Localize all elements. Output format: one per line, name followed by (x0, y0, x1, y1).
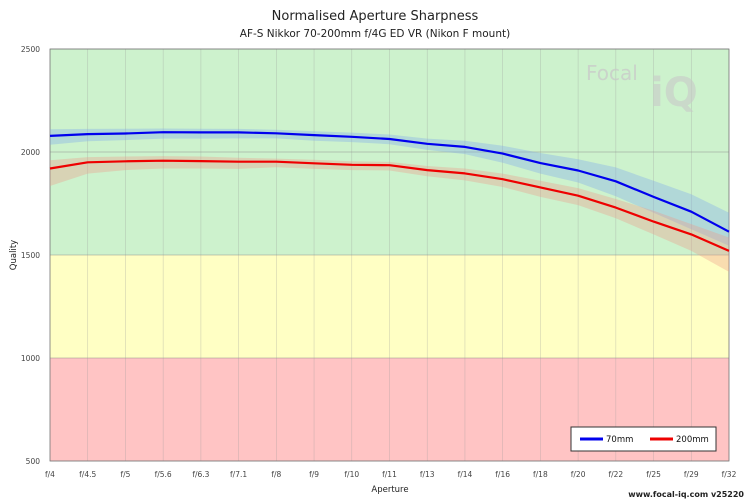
x-tick-3: f/5.6 (155, 470, 172, 479)
x-tick-12: f/16 (495, 470, 510, 479)
plot-frame (49, 48, 730, 462)
x-tick-labels: f/4 f/4.5 f/5 f/5.6 f/6.3 f/7.1 f/8 f/9 f/10 f/11… (45, 470, 737, 479)
x-axis-label: Aperture (371, 485, 408, 495)
series-lines (49, 131, 730, 252)
focal-iq-watermark: Focal iQ (586, 61, 698, 116)
x-tick-0: f/4 (45, 470, 55, 479)
series-confidence-bands (50, 128, 729, 272)
series-line-200mm (49, 159, 730, 252)
y-tick-1500: 1500 (21, 251, 40, 260)
x-tick-2: f/5 (120, 470, 130, 479)
footer-text: www.focal-iq.com v25220 (628, 490, 744, 499)
x-tick-5: f/7.1 (230, 470, 247, 479)
series-line-70mm (49, 131, 730, 233)
series-band-200mm (50, 156, 729, 272)
chart-subtitle: AF-S Nikkor 70-200mm f/4G ED VR (Nikon F… (240, 28, 510, 40)
x-tick-14: f/20 (571, 470, 586, 479)
x-tick-4: f/6.3 (192, 470, 209, 479)
y-tick-2500: 2500 (21, 45, 40, 54)
x-tick-18: f/32 (722, 470, 737, 479)
grid (49, 48, 730, 462)
x-tick-1: f/4.5 (79, 470, 96, 479)
y-tick-labels: 500 1000 1500 2000 2500 (21, 45, 40, 466)
chart-title: Normalised Aperture Sharpness (272, 9, 479, 24)
watermark-word-focal: Focal (586, 61, 638, 85)
x-tick-16: f/25 (646, 470, 661, 479)
x-tick-9: f/11 (382, 470, 397, 479)
x-tick-13: f/18 (533, 470, 548, 479)
y-axis-label: Quality (9, 240, 19, 270)
y-tick-2000: 2000 (21, 148, 40, 157)
x-tick-15: f/22 (608, 470, 623, 479)
legend: 70mm 200mm (570, 426, 717, 452)
x-tick-17: f/29 (684, 470, 699, 479)
x-tick-6: f/8 (271, 470, 281, 479)
legend-label-200mm: 200mm (676, 435, 709, 445)
x-tick-8: f/10 (344, 470, 359, 479)
watermark-word-iq: iQ (650, 70, 698, 116)
legend-label-70mm: 70mm (606, 435, 633, 445)
quality-band-1 (50, 255, 729, 358)
x-tick-7: f/9 (309, 470, 319, 479)
series-band-70mm (50, 128, 729, 246)
x-tick-10: f/13 (420, 470, 435, 479)
x-tick-11: f/14 (458, 470, 473, 479)
y-tick-500: 500 (26, 457, 41, 466)
y-tick-1000: 1000 (21, 354, 40, 363)
